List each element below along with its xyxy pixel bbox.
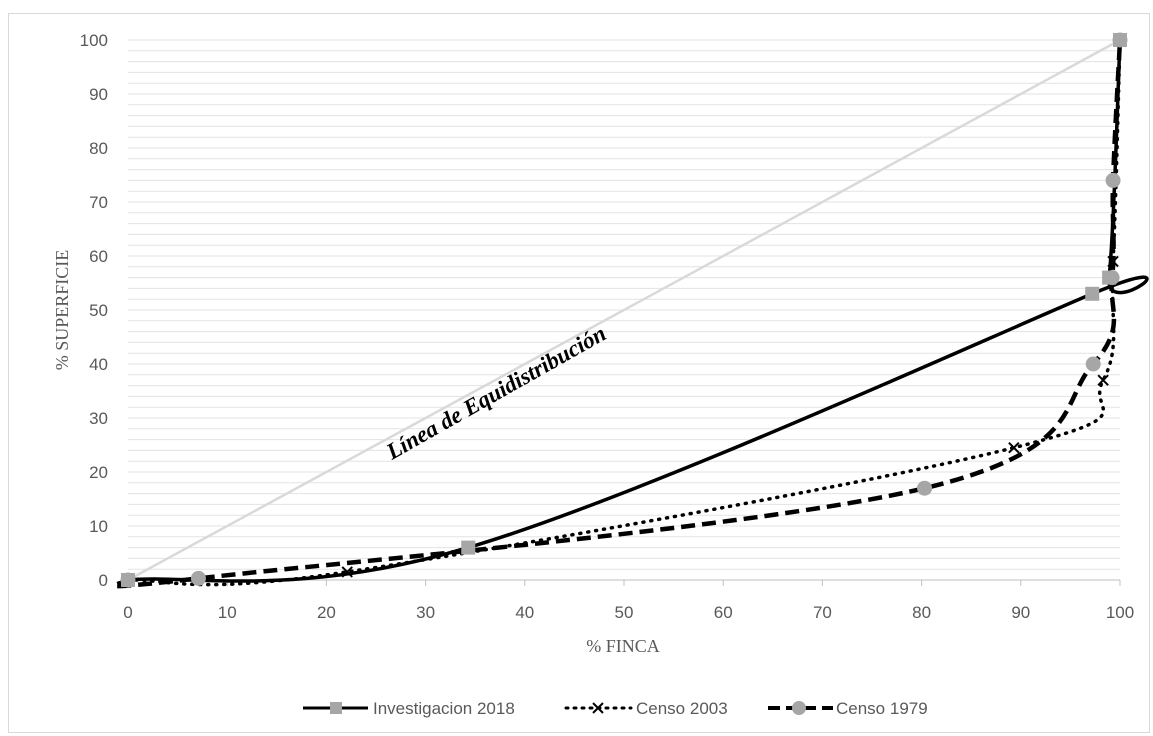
legend-item-censo-2003: Censo 2003 (564, 699, 728, 718)
data-point-censo-2003 (1008, 441, 1020, 454)
data-point-censo-1979 (190, 570, 206, 586)
legend-label: Censo 1979 (836, 699, 928, 718)
x-tick-label: 100 (1106, 603, 1134, 622)
x-tick-label: 30 (416, 603, 435, 622)
y-tick-label: 60 (89, 247, 108, 266)
x-marker-icon (592, 702, 604, 714)
y-tick-label: 0 (99, 571, 108, 590)
data-point-censo-1979 (1112, 32, 1128, 48)
data-point-censo-2003 (1107, 255, 1119, 268)
data-point-censo-1979 (1105, 172, 1121, 188)
series-markers (120, 32, 1128, 588)
square-marker-icon (330, 702, 342, 714)
y-tick-label: 40 (89, 355, 108, 374)
y-tick-label: 80 (89, 139, 108, 158)
data-point-censo-1979 (1104, 270, 1120, 286)
y-tick-label: 20 (89, 463, 108, 482)
y-tick-label: 10 (89, 517, 108, 536)
x-tick-labels: 0 10 20 30 40 50 60 70 80 90 100 (123, 603, 1134, 622)
gridlines (128, 39, 1120, 570)
legend-item-investigacion-2018: Investigacion 2018 (303, 699, 515, 718)
x-tick-label: 20 (317, 603, 336, 622)
x-tick-label: 40 (515, 603, 534, 622)
y-tick-label: 50 (89, 301, 108, 320)
x-tick-label: 10 (218, 603, 237, 622)
legend-label: Censo 2003 (636, 699, 728, 718)
x-tick-label: 60 (714, 603, 733, 622)
data-point-censo-2003 (1097, 374, 1109, 386)
y-tick-label: 30 (89, 409, 108, 428)
chart-frame (8, 13, 1150, 733)
x-tick-label: 50 (615, 603, 634, 622)
x-tick-label: 80 (912, 603, 931, 622)
x-tick-label: 90 (1011, 603, 1030, 622)
legend-item-censo-1979: Censo 1979 (768, 699, 928, 718)
x-axis-title: % FINCA (586, 636, 660, 656)
circle-marker-icon (792, 701, 806, 715)
data-point-censo-1979 (120, 572, 136, 588)
data-point-investigacion-2018 (1085, 286, 1100, 301)
y-tick-labels: 0 10 20 30 40 50 60 70 80 90 100 (80, 31, 108, 590)
data-point-censo-2003 (341, 566, 353, 578)
x-tick-label: 70 (813, 603, 832, 622)
y-tick-label: 90 (89, 85, 108, 104)
y-axis-title: % SUPERFICIE (52, 250, 72, 371)
data-point-censo-1979 (917, 480, 933, 496)
x-tick-label: 0 (123, 603, 132, 622)
y-tick-label: 70 (89, 193, 108, 212)
y-tick-label: 100 (80, 31, 108, 50)
series-line-investigacion-2018 (127, 39, 1149, 583)
series-line-censo-1979 (111, 39, 1123, 589)
data-point-investigacion-2018 (461, 540, 476, 555)
legend: Investigacion 2018 Censo 2003 Censo 1979 (303, 699, 928, 718)
legend-label: Investigacion 2018 (373, 699, 515, 718)
equidistribution-line (127, 38, 1121, 582)
data-point-censo-1979 (1085, 356, 1101, 372)
